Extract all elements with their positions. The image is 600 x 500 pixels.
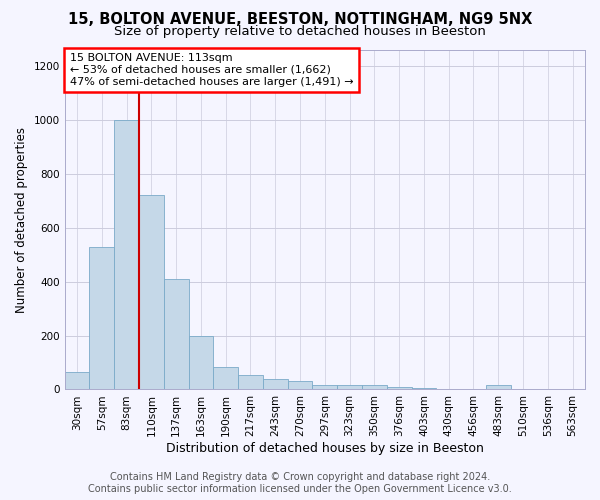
Bar [114,120,139,390]
Bar [164,279,188,390]
Text: 15 BOLTON AVENUE: 113sqm
← 53% of detached houses are smaller (1,662)
47% of sem: 15 BOLTON AVENUE: 113sqm ← 53% of detach… [70,54,353,86]
Bar [461,389,486,390]
Bar [287,381,313,390]
Bar [89,246,114,390]
Bar [337,385,362,390]
Bar [238,374,263,390]
Text: 15, BOLTON AVENUE, BEESTON, NOTTINGHAM, NG9 5NX: 15, BOLTON AVENUE, BEESTON, NOTTINGHAM, … [68,12,532,28]
X-axis label: Distribution of detached houses by size in Beeston: Distribution of detached houses by size … [166,442,484,455]
Bar [139,196,164,390]
Bar [436,388,461,390]
Y-axis label: Number of detached properties: Number of detached properties [15,126,28,312]
Bar [412,388,436,390]
Bar [313,386,337,390]
Bar [362,384,387,390]
Text: Size of property relative to detached houses in Beeston: Size of property relative to detached ho… [114,25,486,38]
Bar [214,366,238,390]
Bar [486,385,511,390]
Bar [188,336,214,390]
Text: Contains HM Land Registry data © Crown copyright and database right 2024.
Contai: Contains HM Land Registry data © Crown c… [88,472,512,494]
Bar [387,387,412,390]
Bar [263,378,287,390]
Bar [65,372,89,390]
Bar [511,388,535,390]
